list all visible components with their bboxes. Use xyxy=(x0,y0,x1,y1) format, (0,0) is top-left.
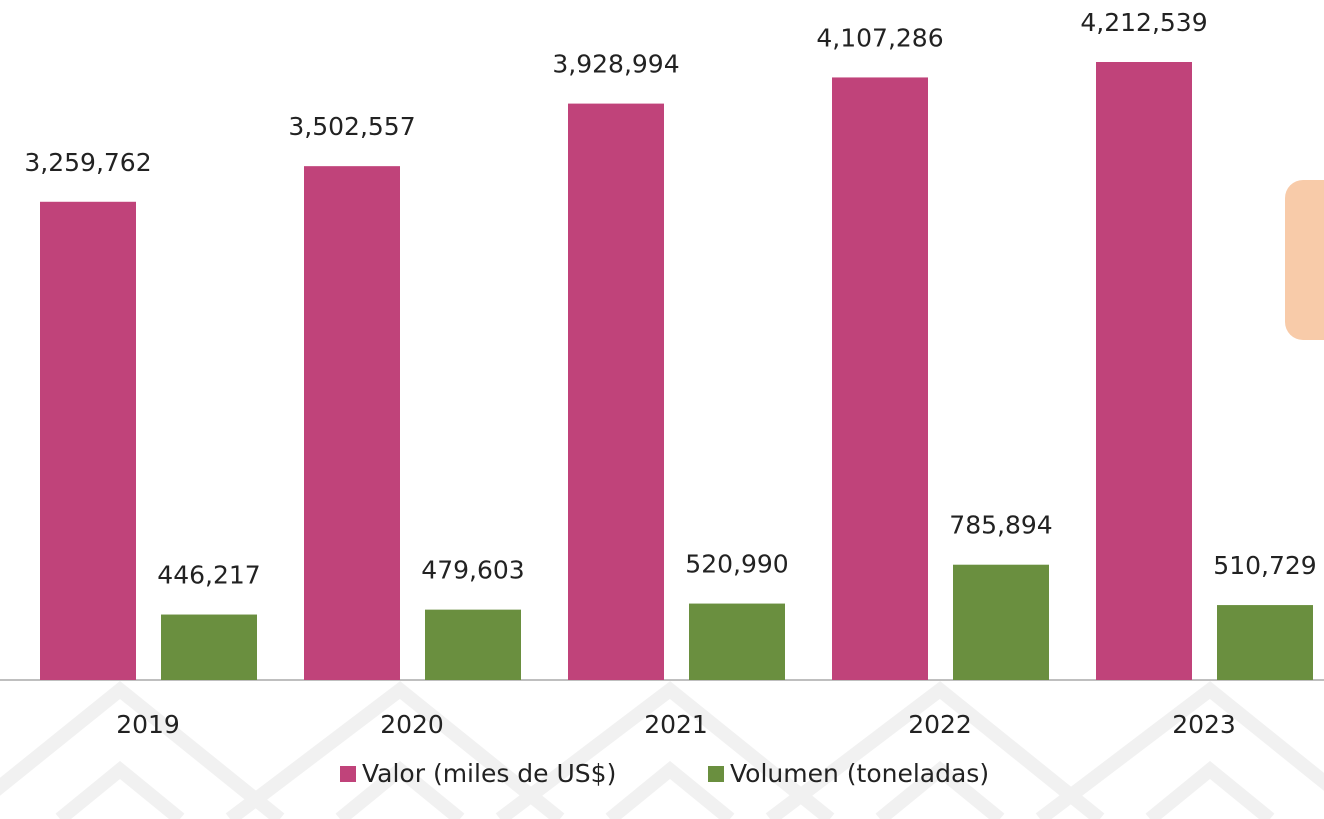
legend-swatch xyxy=(340,766,356,782)
bar xyxy=(689,603,785,680)
x-tick-label: 2023 xyxy=(1172,710,1236,739)
data-label: 785,894 xyxy=(949,511,1052,540)
data-label: 446,217 xyxy=(157,561,260,590)
data-label: 510,729 xyxy=(1213,551,1316,580)
background-pattern xyxy=(0,681,1324,819)
x-tick-label: 2022 xyxy=(908,710,972,739)
bar xyxy=(1217,605,1313,680)
data-label: 3,928,994 xyxy=(552,50,679,79)
bar xyxy=(161,614,257,680)
legend-swatch xyxy=(708,766,724,782)
bar xyxy=(832,77,928,680)
legend-label: Volumen (toneladas) xyxy=(730,759,989,788)
bar xyxy=(304,166,400,680)
data-label: 479,603 xyxy=(421,556,524,585)
data-label: 3,502,557 xyxy=(288,112,415,141)
x-tick-label: 2020 xyxy=(380,710,444,739)
data-label: 4,212,539 xyxy=(1080,8,1207,37)
data-label: 4,107,286 xyxy=(816,23,943,52)
data-label: 520,990 xyxy=(685,550,788,579)
bar xyxy=(425,609,521,680)
side-box xyxy=(1285,180,1324,340)
x-tick-label: 2021 xyxy=(644,710,708,739)
x-tick-label: 2019 xyxy=(116,710,180,739)
bar xyxy=(40,201,136,680)
bar xyxy=(953,564,1049,680)
bar xyxy=(568,103,664,681)
data-label: 3,259,762 xyxy=(24,148,151,177)
legend-label: Valor (miles de US$) xyxy=(362,759,616,788)
bar xyxy=(1096,62,1192,680)
